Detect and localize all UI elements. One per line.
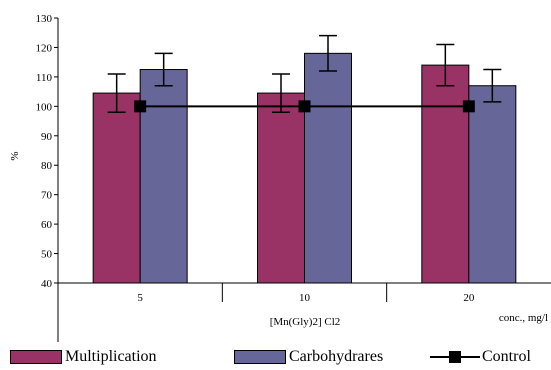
y-axis-title: % bbox=[9, 151, 21, 160]
bar-carbohydrares bbox=[304, 52, 352, 284]
legend-item-multiplication: Multiplication bbox=[10, 346, 157, 368]
y-tick-label: 100 bbox=[36, 101, 53, 113]
legend-swatch-carbohydrares bbox=[234, 350, 286, 364]
legend-label-carbohydrares: Carbohydrares bbox=[289, 348, 384, 365]
y-axis: 40 50 60 70 80 90 100 110 120 130 bbox=[36, 13, 59, 290]
legend-swatch-multiplication bbox=[10, 350, 62, 364]
y-tick-label: 120 bbox=[36, 42, 53, 54]
bar-chart: 40 50 60 70 80 90 100 110 120 130 5 10 20 % [Mn(Gly… bbox=[9, 13, 551, 342]
y-tick-label: 50 bbox=[41, 249, 53, 261]
legend-item-control: Control bbox=[430, 346, 531, 368]
x-axis-title: conc., mg/l bbox=[499, 312, 548, 324]
control-marker bbox=[462, 100, 475, 113]
error-bars bbox=[107, 34, 502, 113]
legend-symbol-control bbox=[430, 346, 480, 368]
y-tick-label: 40 bbox=[41, 278, 53, 290]
x-tick-label: 10 bbox=[299, 292, 311, 304]
x-tick-label: 20 bbox=[463, 292, 475, 304]
bar-carbohydrares bbox=[468, 85, 517, 284]
y-tick-label: 90 bbox=[41, 131, 53, 143]
legend-item-carbohydrares: Carbohydrares bbox=[234, 346, 383, 368]
control-series bbox=[134, 100, 475, 113]
bar-multiplication bbox=[421, 64, 470, 284]
x-tick-label: 5 bbox=[137, 292, 143, 304]
group-label: [Mn(Gly)2] Cl2 bbox=[270, 316, 341, 328]
y-tick-label: 130 bbox=[36, 13, 53, 25]
legend: Multiplication Carbohydrares Control bbox=[0, 346, 551, 368]
y-tick-label: 60 bbox=[41, 219, 53, 231]
bars bbox=[92, 52, 517, 284]
bar-multiplication bbox=[257, 92, 305, 284]
legend-label-multiplication: Multiplication bbox=[65, 348, 157, 365]
control-marker bbox=[298, 100, 311, 113]
legend-label-control: Control bbox=[482, 348, 531, 365]
y-tick-label: 110 bbox=[36, 72, 53, 84]
bar-carbohydrares bbox=[139, 69, 188, 284]
y-tick-label: 80 bbox=[41, 160, 53, 172]
y-tick-label: 70 bbox=[41, 190, 53, 202]
x-axis: 5 10 20 bbox=[57, 282, 551, 342]
bar-multiplication bbox=[92, 92, 141, 284]
control-marker bbox=[134, 100, 147, 113]
